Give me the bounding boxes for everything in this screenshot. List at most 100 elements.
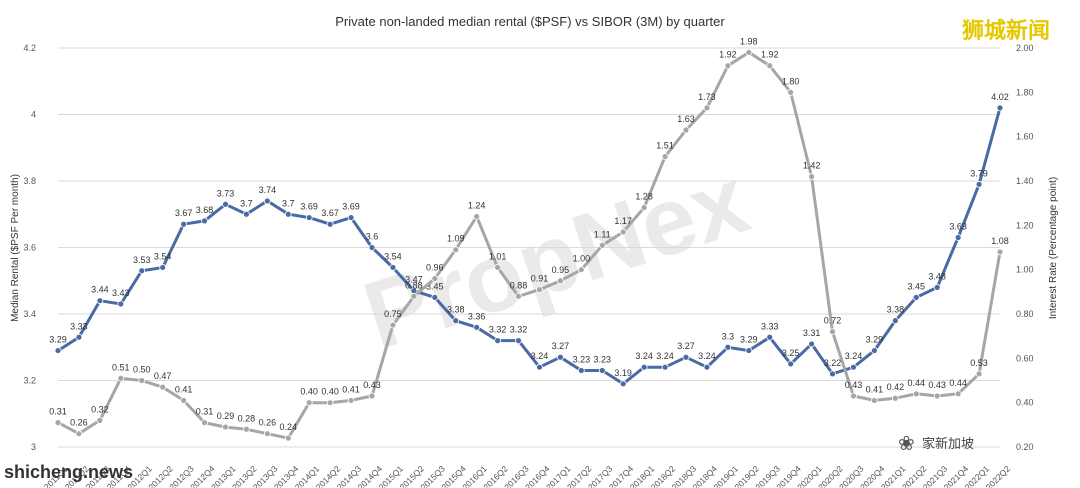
data-point	[724, 343, 732, 351]
data-point	[640, 363, 648, 371]
data-point	[159, 264, 167, 271]
data-point	[682, 353, 690, 361]
data-label: 1.28	[635, 192, 653, 202]
data-label: 0.75	[384, 309, 402, 319]
data-label: 3.27	[677, 341, 695, 351]
wechat-icon: ❀	[898, 433, 915, 455]
x-axis-ticks: 2011Q12011Q22011Q32011Q42012Q12012Q22012…	[42, 463, 1012, 488]
data-label: 1.00	[573, 254, 591, 264]
data-point	[347, 397, 355, 404]
data-point	[515, 337, 522, 345]
data-label: 3.38	[887, 305, 905, 315]
right-tick-label: 0.20	[1016, 442, 1034, 452]
data-point	[682, 126, 690, 134]
series-layer: 3.293.333.44 3.433.53 3.543.67 3.683.733.73…	[49, 36, 1009, 442]
data-point	[577, 367, 585, 374]
right-tick-label: 0.40	[1016, 398, 1034, 408]
data-point	[598, 241, 606, 249]
data-label: 1.92	[719, 50, 737, 60]
data-point	[368, 392, 376, 400]
data-label: 3.3	[722, 331, 735, 341]
data-label: 3.38	[447, 305, 465, 315]
data-label: 3.48	[928, 271, 946, 281]
left-axis-ticks: 3 3.2 3.4 3.6 3.8 4 4.2	[23, 43, 36, 452]
data-label: 0.28	[238, 413, 256, 423]
data-label: 0.26	[259, 418, 277, 428]
data-label: 3.54	[154, 251, 172, 261]
data-label: 0.29	[217, 411, 235, 421]
data-label: 4.02	[991, 92, 1009, 102]
data-point	[536, 363, 543, 371]
data-point	[829, 328, 836, 336]
data-point	[515, 292, 522, 300]
data-point	[452, 317, 460, 325]
data-label: 1.98	[740, 36, 758, 46]
data-point	[473, 213, 481, 220]
data-point	[808, 173, 815, 180]
data-point	[494, 264, 502, 271]
data-point	[996, 104, 1004, 112]
left-tick-label: 3.6	[23, 243, 36, 253]
data-label: 3.43	[112, 288, 130, 298]
data-label: 3.73	[217, 188, 235, 198]
data-point	[557, 353, 564, 361]
data-point	[787, 360, 795, 368]
data-label: 0.31	[49, 407, 67, 417]
data-label: 0.51	[112, 362, 130, 372]
right-axis-title: Interest Rate (Percentage point)	[1048, 177, 1059, 319]
data-label: 3.24	[531, 351, 549, 361]
x-tick-label: 2022Q2	[984, 463, 1013, 488]
data-point	[808, 340, 815, 348]
data-point	[724, 62, 732, 70]
data-label: 3.44	[91, 285, 109, 295]
data-label: 0.95	[552, 265, 570, 275]
data-label: 3.19	[614, 368, 632, 378]
data-point	[787, 88, 795, 96]
left-tick-label: 4.2	[23, 43, 36, 53]
data-label: 3.29	[740, 335, 758, 345]
data-point	[201, 419, 208, 427]
data-label: 3.24	[698, 351, 716, 361]
right-axis-ticks: 0.20 0.40 0.60 0.80 1.00 1.20 1.40 1.60 1.80 2.00	[1016, 43, 1034, 452]
data-label: 3.53	[133, 255, 151, 265]
right-tick-label: 1.80	[1016, 87, 1034, 97]
data-label: 0.41	[342, 384, 360, 394]
data-point	[263, 197, 271, 205]
data-label: 3.24	[635, 351, 653, 361]
data-point	[473, 323, 481, 331]
data-label: 3.29	[866, 335, 884, 345]
data-label: 3.33	[70, 321, 88, 331]
data-point	[159, 383, 167, 391]
data-point	[75, 333, 83, 341]
data-point	[263, 430, 271, 438]
gridlines	[58, 47, 1000, 448]
data-label: 3.67	[321, 208, 339, 218]
data-point	[96, 297, 104, 305]
data-point	[871, 397, 878, 404]
right-tick-label: 1.00	[1016, 265, 1034, 275]
right-tick-label: 1.40	[1016, 176, 1034, 186]
data-point	[850, 392, 857, 400]
data-label: 1.42	[803, 161, 821, 171]
data-label: 1.11	[594, 229, 611, 239]
data-label: 3.45	[426, 281, 444, 291]
series-line	[57, 50, 1002, 440]
data-point	[745, 347, 753, 354]
data-point	[138, 377, 146, 384]
data-label: 0.91	[531, 274, 549, 284]
data-point	[933, 283, 941, 291]
data-point	[389, 321, 397, 329]
left-tick-label: 4	[31, 110, 36, 120]
data-point	[912, 293, 920, 301]
data-label: 3.74	[259, 185, 277, 195]
data-point	[305, 399, 313, 407]
data-point	[75, 430, 83, 438]
data-label: 3.68	[196, 205, 214, 215]
data-label: 0.41	[175, 384, 193, 394]
data-point	[640, 204, 648, 212]
data-label: 0.43	[845, 380, 863, 390]
data-label: 0.88	[405, 280, 423, 290]
data-label: 3.24	[845, 351, 863, 361]
data-point	[661, 153, 669, 161]
data-point	[284, 434, 292, 442]
